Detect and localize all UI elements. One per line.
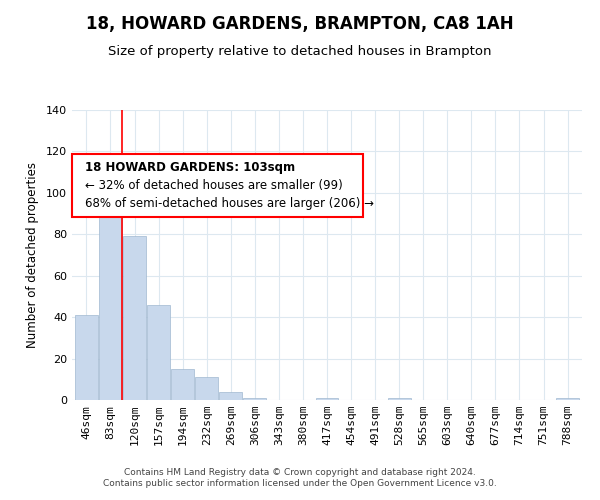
Bar [75,315,98,400]
Text: 18 HOWARD GARDENS: 103sqm: 18 HOWARD GARDENS: 103sqm [85,161,295,174]
Bar [556,398,579,400]
Bar [316,398,338,400]
Bar [171,369,194,400]
Bar [244,398,266,400]
Text: ← 32% of detached houses are smaller (99): ← 32% of detached houses are smaller (99… [85,179,343,192]
Text: Contains HM Land Registry data © Crown copyright and database right 2024.
Contai: Contains HM Land Registry data © Crown c… [103,468,497,487]
FancyBboxPatch shape [72,154,363,218]
Bar [195,377,218,400]
Bar [388,398,410,400]
Text: 18, HOWARD GARDENS, BRAMPTON, CA8 1AH: 18, HOWARD GARDENS, BRAMPTON, CA8 1AH [86,15,514,33]
Text: 68% of semi-detached houses are larger (206) →: 68% of semi-detached houses are larger (… [85,197,374,210]
Bar [147,304,170,400]
Y-axis label: Number of detached properties: Number of detached properties [26,162,39,348]
Bar [99,184,122,400]
Text: Size of property relative to detached houses in Brampton: Size of property relative to detached ho… [108,45,492,58]
Bar [220,392,242,400]
Bar [123,236,146,400]
